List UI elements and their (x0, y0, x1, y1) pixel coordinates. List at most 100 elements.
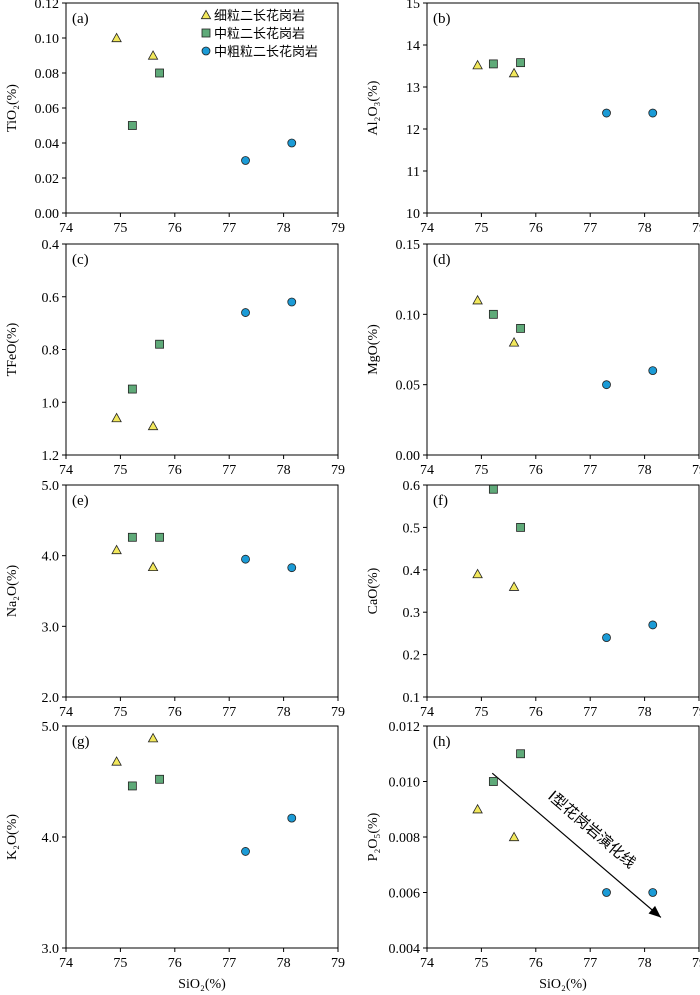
y-tick-label: 0.12 (35, 0, 60, 12)
data-point (472, 59, 483, 70)
y-tick-label: 0.5 (403, 521, 421, 536)
data-point (111, 544, 122, 555)
x-tick-label: 79 (331, 956, 345, 971)
panel-a: 74 75 76 77 78 79 0.00 0.02 0.04 0.06 0.08 0.10 0.12… (5, 0, 345, 236)
y-tick-label: 0.4 (403, 564, 421, 579)
x-tick-label: 79 (692, 463, 700, 478)
data-point (648, 108, 658, 118)
y-tick-label: 0.010 (389, 776, 421, 791)
data-point (508, 831, 520, 842)
panel-tag: (a) (72, 11, 89, 27)
x-tick-label: 74 (59, 956, 73, 971)
legend-label: 中粒二长花岗岩 (214, 26, 305, 42)
data-point (488, 777, 498, 786)
panel-tag: (e) (72, 493, 89, 509)
x-tick-label: 79 (331, 705, 345, 720)
y-tick-label: 0.05 (396, 379, 421, 394)
data-point (147, 420, 159, 431)
y-axis-title: K₂O(%) (5, 814, 20, 860)
data-point (488, 484, 498, 494)
x-tick-label: 76 (168, 463, 182, 478)
x-tick-label: 75 (113, 705, 127, 720)
panel-tag: (d) (433, 252, 451, 268)
data-point (241, 847, 250, 856)
data-point (155, 532, 164, 542)
data-point (111, 756, 122, 766)
y-axis-title: Na₂O(%) (5, 565, 20, 618)
x-tick-label: 78 (638, 705, 652, 720)
y-tick-label: 11 (407, 165, 420, 180)
data-point (127, 384, 137, 394)
x-tick-label: 74 (59, 463, 73, 478)
data-point (648, 620, 658, 630)
data-point (508, 67, 520, 78)
data-point (147, 50, 159, 60)
data-point (111, 412, 122, 423)
y-tick-label: 0.04 (35, 137, 60, 152)
y-tick-label: 0.02 (35, 172, 60, 187)
data-point (287, 813, 297, 823)
x-tick-label: 77 (222, 221, 236, 236)
data-point (241, 554, 250, 564)
y-tick-label: 12 (406, 123, 420, 138)
y-tick-label: 0.004 (389, 942, 421, 957)
panel-tag: (c) (72, 252, 89, 268)
x-tick-label: 76 (529, 705, 543, 720)
legend-marker (200, 9, 212, 20)
panel-h: 74 75 76 77 78 79 0.004 0.006 0.008 0.010 0.012 (h)… (366, 720, 700, 992)
data-point (147, 561, 159, 572)
x-tick-label: 78 (277, 221, 291, 236)
data-point (488, 59, 498, 69)
y-tick-label: 0.008 (389, 831, 421, 846)
x-tick-label: 75 (474, 221, 488, 236)
panel-tag: (g) (72, 734, 90, 750)
panel-tag: (f) (433, 493, 448, 509)
y-axis-title: TFeO(%) (5, 322, 20, 376)
y-tick-label: 0.00 (396, 449, 421, 464)
panel-e: 74 75 76 77 78 79 2.0 3.0 4.0 5.0 (e) Na₂O(%) (5, 479, 345, 720)
plot-frame (426, 243, 700, 456)
data-point (602, 108, 611, 118)
data-point (127, 532, 137, 542)
data-point (147, 732, 159, 743)
y-tick-label: 0.6 (403, 479, 421, 494)
y-tick-label: 5.0 (42, 720, 60, 735)
data-point (241, 156, 250, 165)
data-point (648, 366, 658, 376)
x-tick-label: 79 (692, 956, 700, 971)
x-tick-label: 76 (168, 221, 182, 236)
data-point (602, 888, 611, 897)
y-tick-label: 10 (406, 207, 420, 222)
y-tick-label: 15 (406, 0, 420, 12)
x-tick-label: 78 (277, 956, 291, 971)
data-point (241, 308, 250, 317)
data-point (127, 121, 137, 130)
x-tick-label: 79 (331, 221, 345, 236)
plot-frame (426, 2, 700, 214)
x-tick-label: 74 (420, 705, 434, 720)
y-tick-label: 0.00 (35, 207, 60, 222)
x-tick-label: 76 (529, 463, 543, 478)
x-tick-label: 77 (583, 956, 597, 971)
x-axis-title: SiO₂(%) (539, 977, 587, 992)
y-axis-title: CaO(%) (366, 567, 381, 614)
y-tick-label: 0.06 (35, 102, 60, 117)
y-tick-label: 5.0 (42, 479, 60, 494)
y-tick-label: 0.2 (403, 649, 421, 664)
data-point (472, 803, 483, 814)
x-tick-label: 74 (59, 705, 73, 720)
y-tick-label: 14 (406, 39, 420, 54)
x-tick-label: 77 (222, 463, 236, 478)
x-tick-label: 78 (638, 221, 652, 236)
data-point (155, 774, 164, 784)
data-point (516, 749, 525, 759)
y-tick-label: 0.012 (389, 720, 421, 735)
x-tick-label: 78 (277, 463, 291, 478)
x-tick-label: 74 (420, 956, 434, 971)
x-tick-label: 75 (113, 221, 127, 236)
x-tick-label: 78 (638, 956, 652, 971)
data-point (287, 138, 297, 148)
y-tick-label: 4.0 (42, 831, 60, 846)
data-point (516, 523, 525, 532)
